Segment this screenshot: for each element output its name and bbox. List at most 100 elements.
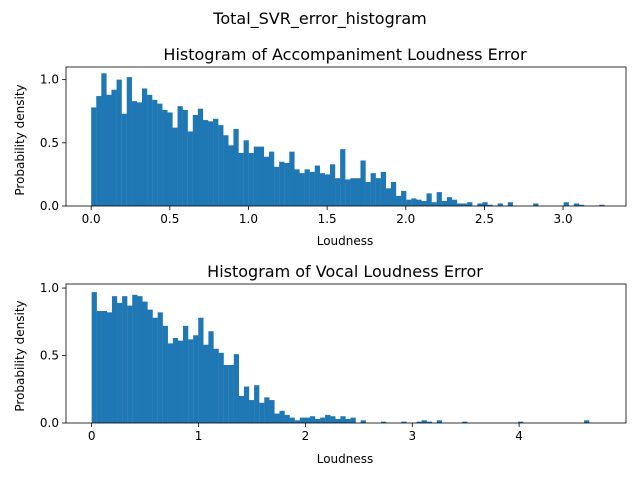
histogram-bar bbox=[147, 94, 153, 206]
histogram-bar bbox=[299, 417, 306, 423]
histogram-bar bbox=[157, 312, 163, 423]
y-tick-label: 0.5 bbox=[40, 136, 59, 150]
x-tick-label: 3 bbox=[408, 429, 416, 443]
x-tick-label: 0.0 bbox=[82, 212, 101, 226]
chart-title: Histogram of Vocal Loudness Error bbox=[207, 262, 483, 281]
histogram-bar bbox=[137, 296, 143, 423]
histogram-bar bbox=[451, 199, 458, 206]
y-tick-label: 1.0 bbox=[40, 281, 59, 295]
histogram-bar bbox=[487, 204, 493, 206]
histogram-bar bbox=[370, 173, 376, 206]
histogram-bar bbox=[238, 152, 244, 206]
histogram-bar bbox=[507, 202, 514, 206]
histogram-bar bbox=[96, 310, 102, 423]
x-tick-label: 1.5 bbox=[318, 212, 337, 226]
histogram-bar bbox=[304, 169, 310, 206]
histogram-bar bbox=[431, 202, 437, 206]
histogram-bar bbox=[126, 77, 132, 206]
y-tick-label: 0.0 bbox=[40, 416, 59, 430]
histogram-bar bbox=[202, 120, 209, 206]
histogram-bar bbox=[96, 96, 102, 206]
histogram-bar bbox=[147, 309, 153, 423]
histogram-bar bbox=[563, 202, 569, 206]
histogram-bar bbox=[360, 160, 366, 206]
x-tick-label: 2.0 bbox=[396, 212, 415, 226]
histogram-bar bbox=[294, 169, 300, 206]
histogram-bar bbox=[325, 414, 331, 423]
histogram-bar bbox=[233, 354, 240, 423]
histogram-bar bbox=[167, 343, 174, 423]
histogram-bar bbox=[254, 385, 260, 423]
x-tick-label: 3.0 bbox=[554, 212, 573, 226]
histogram-bar bbox=[136, 102, 143, 206]
accompaniment-histogram-panel: Histogram of Accompaniment Loudness Erro… bbox=[13, 45, 627, 248]
histogram-bar bbox=[106, 312, 113, 423]
histogram-bar bbox=[188, 339, 194, 423]
x-axis-label: Loudness bbox=[317, 234, 374, 248]
histogram-bar bbox=[401, 190, 407, 206]
histogram-bar bbox=[436, 192, 442, 206]
histogram-bar bbox=[213, 118, 219, 206]
histogram-bar bbox=[462, 203, 468, 206]
histogram-bar bbox=[248, 152, 254, 206]
histogram-bar bbox=[274, 413, 280, 423]
histogram-bar bbox=[345, 418, 351, 423]
chart-title: Histogram of Accompaniment Loudness Erro… bbox=[163, 45, 527, 64]
histogram-bar bbox=[315, 418, 321, 423]
histogram-bar bbox=[335, 418, 341, 423]
histogram-bar bbox=[122, 296, 128, 423]
histogram-bar bbox=[238, 396, 245, 423]
histogram-bar bbox=[329, 164, 336, 206]
histogram-bar bbox=[218, 125, 224, 206]
histogram-bar bbox=[380, 171, 387, 206]
histogram-bar bbox=[416, 199, 422, 206]
histogram-bar bbox=[578, 204, 585, 206]
histogram-bar bbox=[253, 146, 259, 206]
histogram-bar bbox=[411, 198, 417, 206]
y-tick-label: 0.5 bbox=[40, 349, 59, 363]
histogram-bar bbox=[289, 151, 295, 206]
histogram-bar bbox=[396, 195, 402, 206]
histogram-bar bbox=[284, 163, 290, 206]
x-tick-label: 4 bbox=[515, 429, 523, 443]
histogram-bar bbox=[314, 165, 320, 206]
histogram-bar bbox=[106, 94, 112, 206]
histogram-bar bbox=[406, 199, 412, 206]
histogram-bar bbox=[167, 112, 173, 206]
histogram-bar bbox=[573, 203, 580, 206]
histogram-bar bbox=[258, 146, 265, 206]
histogram-bar bbox=[177, 340, 184, 423]
histogram-bar bbox=[304, 417, 311, 423]
histogram-bars bbox=[91, 73, 605, 206]
histogram-bar bbox=[426, 193, 432, 206]
figure-suptitle: Total_SVR_error_histogram bbox=[212, 9, 426, 29]
histogram-bar bbox=[497, 203, 503, 206]
histogram-bar bbox=[203, 344, 209, 423]
x-tick-label: 2 bbox=[302, 429, 310, 443]
histogram-bar bbox=[91, 107, 97, 206]
histogram-bar bbox=[421, 200, 427, 206]
histogram-bar bbox=[324, 174, 331, 206]
histogram-bar bbox=[197, 108, 204, 206]
histogram-bar bbox=[416, 421, 422, 423]
histogram-bar bbox=[162, 325, 168, 423]
histogram-bar bbox=[462, 421, 468, 423]
x-axis-ticks: 0 1 2 3 4 bbox=[88, 423, 523, 443]
histogram-bar bbox=[193, 335, 199, 423]
histogram-bar bbox=[335, 178, 341, 206]
histogram-bar bbox=[111, 89, 117, 206]
histogram-bar bbox=[294, 420, 300, 423]
histogram-bar bbox=[355, 178, 361, 206]
histogram-bar bbox=[375, 178, 381, 206]
y-tick-label: 1.0 bbox=[40, 73, 59, 87]
histogram-bar bbox=[243, 386, 250, 423]
histogram-bar bbox=[482, 202, 488, 206]
histogram-bar bbox=[132, 294, 138, 423]
histogram-bar bbox=[279, 410, 285, 423]
histogram-bar bbox=[142, 301, 148, 423]
histogram-bar bbox=[152, 99, 158, 206]
x-tick-label: 0.5 bbox=[160, 212, 179, 226]
histogram-bar bbox=[182, 109, 188, 206]
